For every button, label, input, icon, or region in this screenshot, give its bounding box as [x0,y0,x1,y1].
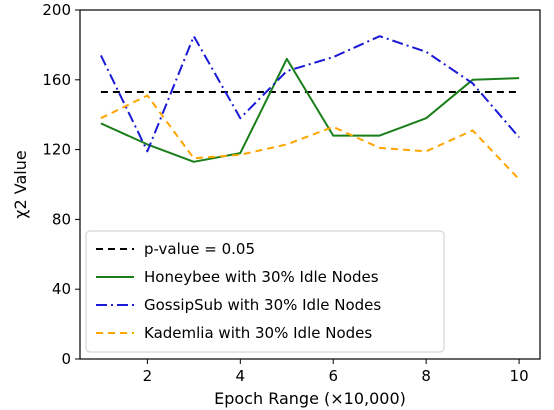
axes: 2 4 6 8 10 0 40 80 120 160 200 [42,1,541,385]
y-tick-label: 200 [42,1,71,19]
legend-entry-label: Kademlia with 30% Idle Nodes [144,324,372,342]
y-axis-label: χ2 Value [11,150,30,218]
y-tick-label: 120 [42,141,71,159]
x-tick-label: 6 [328,367,338,385]
legend-entry-label: p-value = 0.05 [144,240,255,258]
series-line-2 [100,35,520,153]
series-line-1 [100,57,520,163]
x-tick-label: 4 [236,367,246,385]
legend-entry-label: Honeybee with 30% Idle Nodes [144,268,379,286]
y-tick-label: 0 [61,350,71,368]
y-tick-label: 80 [52,210,71,228]
y-tick-label: 160 [42,71,71,89]
x-tick-label: 2 [143,367,153,385]
x-tick-label: 8 [421,367,431,385]
series-line-3 [100,94,520,180]
legend: p-value = 0.05 Honeybee with 30% Idle Nod… [85,230,445,353]
plot-area [100,35,520,180]
x-axis-label: Epoch Range (×10,000) [214,389,406,408]
y-tick-label: 40 [52,280,71,298]
x-tick-label: 10 [510,367,529,385]
legend-box [85,230,445,353]
plot-frame [79,9,541,360]
legend-entry-label: GossipSub with 30% Idle Nodes [144,296,381,314]
